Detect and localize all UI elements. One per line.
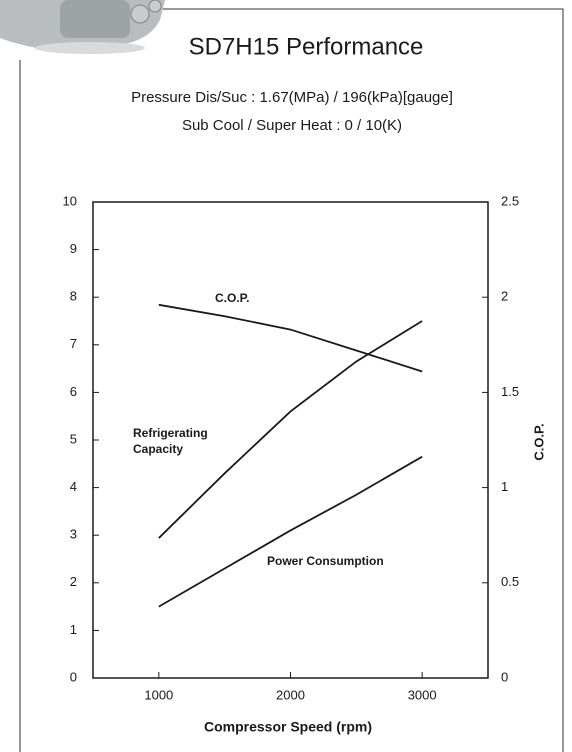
y2-tick-label: 2.5 xyxy=(501,193,519,208)
compressor-image xyxy=(0,0,165,54)
y-tick-label: 1 xyxy=(70,622,77,637)
y2-axis-label: C.O.P. xyxy=(531,423,546,460)
series-label: Power Consumption xyxy=(267,554,384,568)
x-tick-label: 1000 xyxy=(144,687,173,702)
series-label: Refrigerating Capacity xyxy=(133,426,208,456)
frame xyxy=(19,8,564,752)
subtitle: Pressure Dis/Suc : 1.67(MPa) / 196(kPa)[… xyxy=(131,89,453,106)
y2-tick-label: 1 xyxy=(501,479,508,494)
y2-tick-label: 1.5 xyxy=(501,384,519,399)
series-line xyxy=(158,320,423,539)
y2-tick-label: 0 xyxy=(501,669,508,684)
x-tick-label: 2000 xyxy=(276,687,305,702)
series-line xyxy=(158,455,423,608)
y-tick-label: 5 xyxy=(70,431,77,446)
y-tick-label: 10 xyxy=(63,193,77,208)
y-tick-label: 0 xyxy=(70,669,77,684)
y-tick-label: 3 xyxy=(70,527,77,542)
series-line xyxy=(158,303,423,373)
y-tick-label: 9 xyxy=(70,241,77,256)
y-tick-label: 6 xyxy=(70,384,77,399)
y2-tick-label: 0.5 xyxy=(501,574,519,589)
y-tick-label: 7 xyxy=(70,336,77,351)
x-tick-label: 3000 xyxy=(408,687,437,702)
x-axis-label: Compressor Speed (rpm) xyxy=(204,719,372,735)
y-tick-label: 2 xyxy=(70,574,77,589)
chart-title: SD7H15 Performance xyxy=(189,33,424,60)
series-label: C.O.P. xyxy=(215,291,250,305)
subtitle: Sub Cool / Super Heat : 0 / 10(K) xyxy=(182,117,402,134)
y2-tick-label: 2 xyxy=(501,289,508,304)
y-tick-label: 8 xyxy=(70,289,77,304)
y-tick-label: 4 xyxy=(70,479,77,494)
